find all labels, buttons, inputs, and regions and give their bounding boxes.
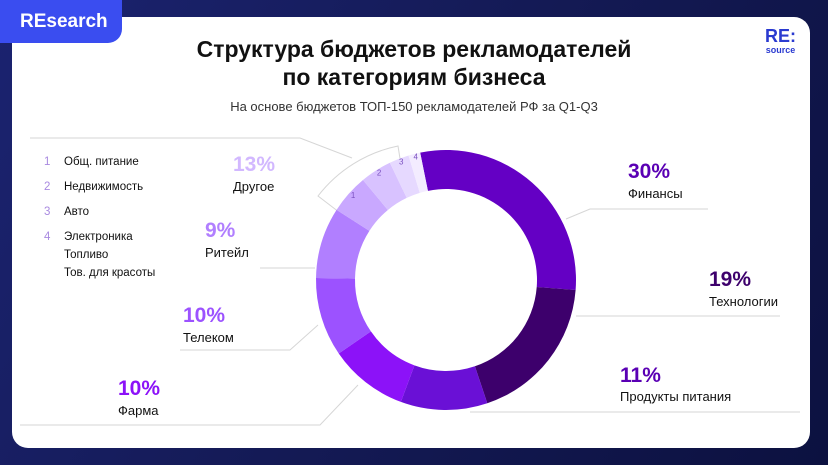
label-pharma: Фарма	[118, 403, 159, 418]
legend-item: 4 Электроника	[44, 231, 133, 243]
legend-item: 1 Общ. питание	[44, 156, 139, 168]
donut-slice-other-1	[336, 179, 388, 231]
other-legend: 1 Общ. питание 2 Недвижимость 3 Авто 4 Элект…	[44, 156, 155, 292]
legend-item: Тов. для красоты	[64, 267, 156, 279]
donut-slice-1	[474, 287, 576, 404]
other-slice-number: 1	[351, 191, 356, 200]
donut-slice-3	[338, 331, 415, 402]
label-other: Другое	[233, 179, 275, 194]
label-tech: Технологии	[709, 294, 779, 309]
legend-item: 2 Недвижимость	[44, 181, 144, 193]
donut-slice-5	[316, 209, 370, 279]
leader-line-finance	[565, 208, 708, 220]
donut-slice-other-3	[389, 155, 420, 198]
donut-slice-other-2	[362, 162, 407, 210]
pct-retail: 9%	[205, 219, 236, 242]
donut-slice-0	[420, 150, 576, 291]
label-telecom: Телеком	[183, 330, 234, 345]
pct-produce: 11%	[620, 364, 661, 387]
donut-slice-2	[400, 365, 488, 410]
pct-finance: 30%	[628, 160, 671, 183]
pct-other: 13%	[233, 153, 276, 176]
donut-slice-other-4	[408, 152, 428, 193]
subtitle: На основе бюджетов ТОП-150 рекламодателе…	[230, 99, 598, 114]
other-slice-number: 4	[414, 153, 419, 162]
donut-slice-4	[316, 277, 371, 354]
leader-line-pharma	[20, 384, 359, 426]
pct-pharma: 10%	[118, 377, 161, 400]
pct-tech: 19%	[709, 268, 752, 291]
label-produce: Продукты питания	[620, 389, 732, 404]
page-title: Структура бюджетов рекламодателей по кате…	[196, 36, 632, 90]
label-retail: Ритейл	[205, 245, 249, 260]
pct-telecom: 10%	[183, 304, 226, 327]
legend-item: Топливо	[64, 249, 109, 261]
leader-line-other	[30, 137, 353, 159]
label-finance: Финансы	[628, 186, 683, 201]
other-slice-number: 3	[399, 157, 404, 166]
other-slice-number: 2	[377, 169, 382, 178]
leader-line-telecom	[180, 324, 319, 351]
research-badge[interactable]: REsearch	[0, 0, 122, 43]
legend-item: 3 Авто	[44, 206, 90, 218]
resource-logo: RE: source	[765, 26, 796, 55]
